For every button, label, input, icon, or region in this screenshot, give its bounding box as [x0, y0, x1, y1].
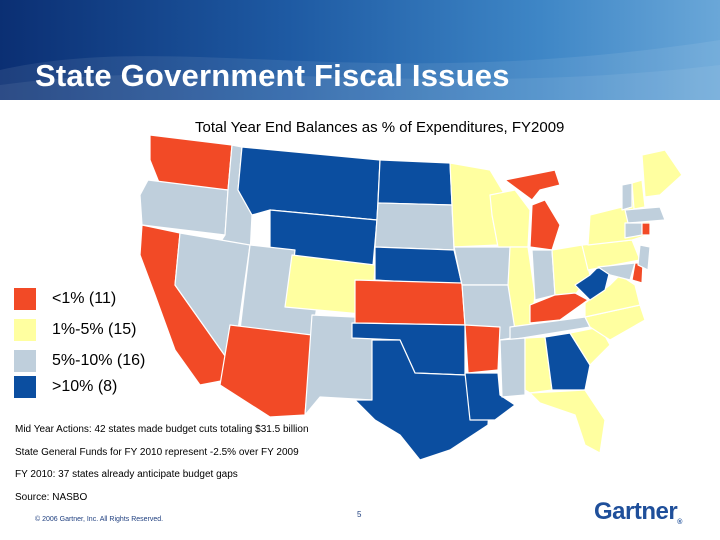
state-tx: [354, 339, 491, 460]
legend-item-lt1: <1% (11): [14, 288, 116, 310]
legend-item-5to10: 5%-10% (16): [14, 350, 145, 372]
logo-text: Gartner: [594, 498, 678, 525]
state-nd: [377, 159, 453, 206]
legend-item-gt10: >10% (8): [14, 376, 117, 398]
state-az: [219, 324, 313, 418]
note-general-funds: State General Funds for FY 2010 represen…: [15, 447, 299, 458]
state-ne: [374, 246, 463, 286]
state-sc: [569, 326, 611, 366]
state-ia: [453, 246, 516, 286]
map-subtitle: Total Year End Balances as % of Expendit…: [195, 119, 565, 136]
registered-mark-icon: ®: [677, 519, 682, 526]
state-in: [531, 249, 556, 301]
state-fl: [529, 389, 606, 454]
header-wave-decoration: [0, 40, 720, 105]
note-source: Source: NASBO: [15, 492, 88, 503]
gartner-logo: Gartner®: [594, 498, 682, 526]
state-va: [584, 274, 641, 318]
legend-label: <1% (11): [52, 290, 117, 307]
note-mid-year-actions: Mid Year Actions: 42 states made budget …: [15, 424, 309, 435]
state-ri: [641, 222, 651, 236]
state-wi: [489, 189, 531, 248]
page-number: 5: [357, 510, 362, 519]
legend-swatch: [14, 288, 36, 310]
state-ma: [624, 206, 666, 224]
note-budget-gaps: FY 2010: 37 states already anticipate bu…: [15, 469, 238, 480]
state-md: [597, 262, 636, 281]
page-title: State Government Fiscal Issues: [35, 58, 510, 93]
legend-item-1to5: 1%-5% (15): [14, 319, 136, 341]
legend-swatch: [14, 350, 36, 372]
legend-label: 1%-5% (15): [52, 321, 137, 338]
state-mt: [237, 146, 381, 221]
state-ar: [464, 324, 501, 374]
legend-swatch: [14, 319, 36, 341]
state-al: [524, 336, 553, 394]
state-ks: [354, 279, 466, 326]
state-ms: [499, 337, 526, 398]
state-ky: [529, 292, 589, 324]
state-la: [464, 372, 516, 421]
state-vt: [621, 182, 633, 211]
legend-label: 5%-10% (16): [52, 352, 146, 369]
state-ct: [624, 222, 643, 239]
state-nh: [631, 179, 646, 210]
state-mi: [504, 169, 561, 251]
legend-swatch: [14, 376, 36, 398]
legend-label: >10% (8): [52, 378, 118, 395]
us-states-map: [139, 135, 683, 460]
state-sd: [374, 202, 455, 251]
state-or: [139, 179, 229, 236]
state-nj: [637, 244, 651, 271]
state-me: [641, 149, 683, 198]
header-banner: State Government Fiscal Issues: [0, 0, 720, 105]
footer-copyright: © 2006 Gartner, Inc. All Rights Reserved…: [35, 516, 164, 523]
